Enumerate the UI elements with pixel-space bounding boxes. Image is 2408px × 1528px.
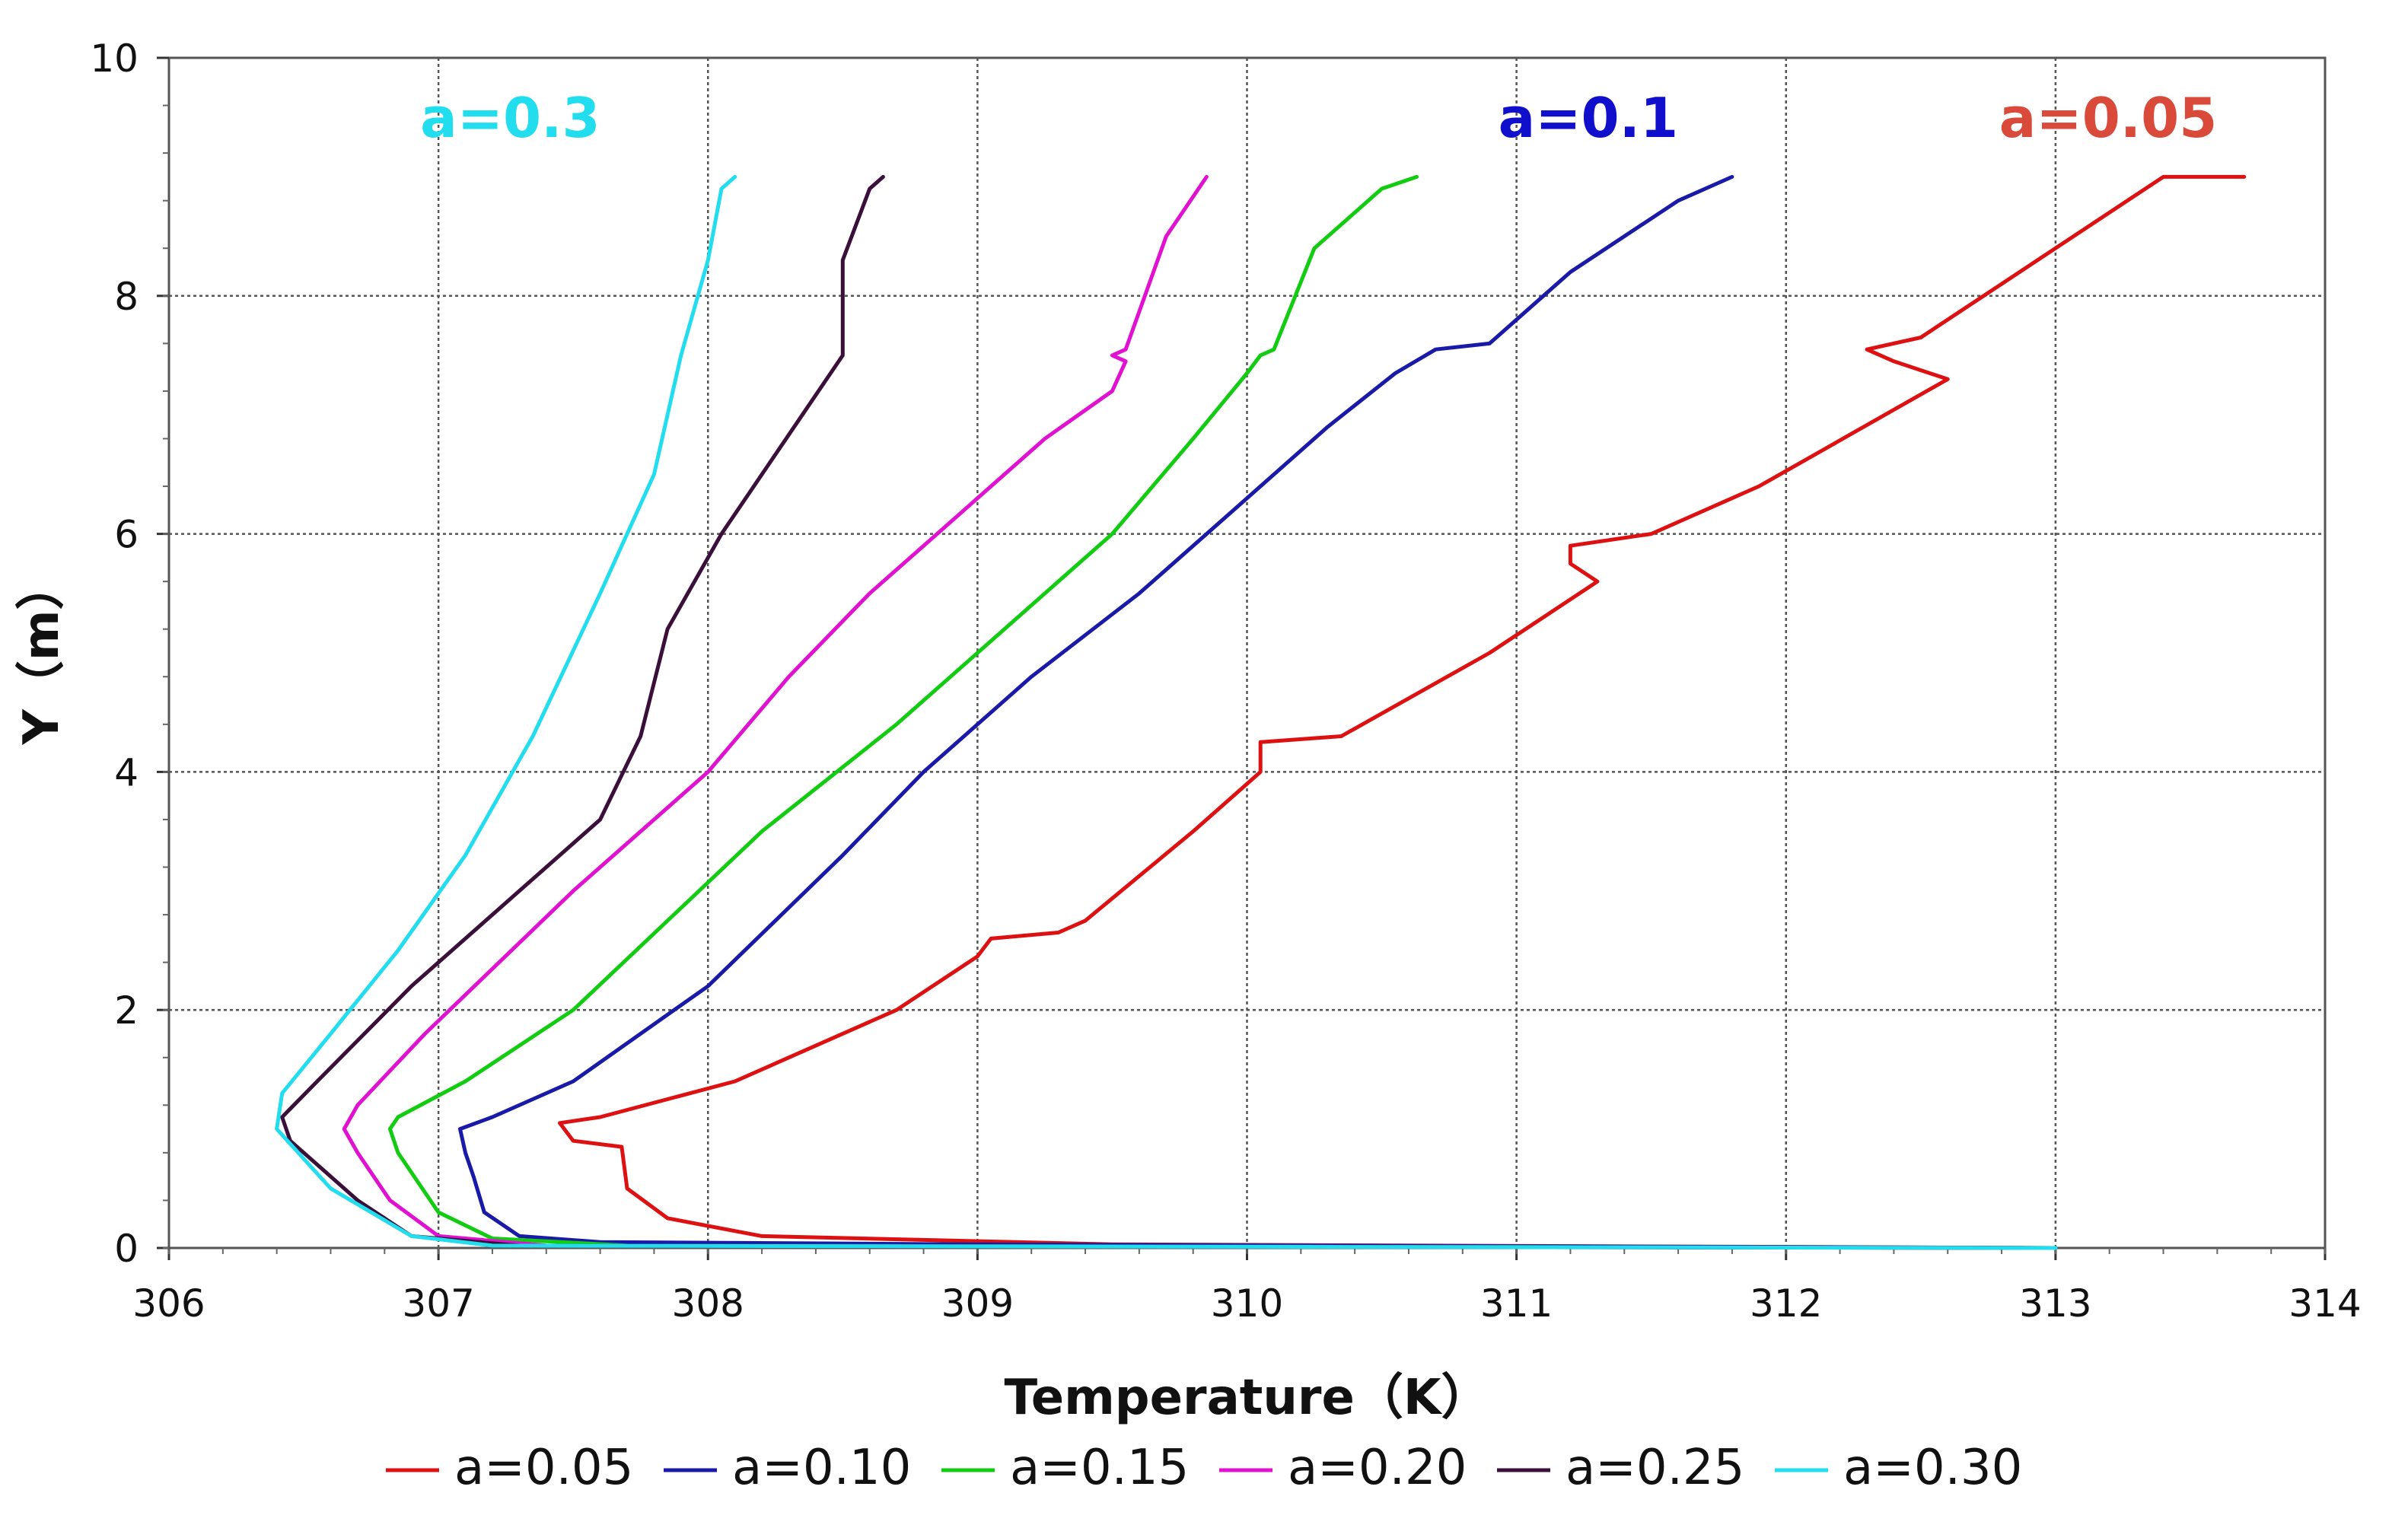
x-tick-label: 314 <box>2289 1281 2361 1326</box>
legend-label: a=0.15 <box>1010 1440 1189 1496</box>
legend-label: a=0.25 <box>1566 1440 1744 1496</box>
y-tick-label: 4 <box>114 750 139 794</box>
series-annotation: a=0.3 <box>420 86 600 150</box>
x-tick-label: 309 <box>941 1281 1014 1326</box>
y-tick-label: 6 <box>114 513 139 557</box>
x-axis-title: Temperature（K） <box>1005 1370 1490 1426</box>
y-axis-title: Y（m） <box>14 561 70 745</box>
x-tick-label: 308 <box>672 1281 744 1326</box>
x-tick-label: 313 <box>2019 1281 2091 1326</box>
x-tick-label: 312 <box>1750 1281 1822 1326</box>
x-tick-label: 311 <box>1480 1281 1553 1326</box>
x-tick-label: 310 <box>1211 1281 1283 1326</box>
axes: 306 307 308 309 310 311 312 313 314 0 2 4 6 8 10 <box>90 37 2361 1326</box>
series-line-a-0-10 <box>458 174 2058 1250</box>
y-tick-label: 10 <box>90 37 139 81</box>
series-line-a-0-15 <box>387 174 2058 1250</box>
x-tick-label: 307 <box>402 1281 474 1326</box>
y-tick-label: 2 <box>114 988 139 1033</box>
series-line-a-0-25 <box>280 174 2058 1250</box>
legend-label: a=0.20 <box>1288 1440 1467 1496</box>
legend-label: a=0.30 <box>1843 1440 2022 1496</box>
annotations: a=0.3 a=0.1 a=0.05 <box>420 86 2217 150</box>
series-group <box>275 174 2247 1250</box>
legend-label: a=0.05 <box>454 1440 633 1496</box>
series-line-a-0-20 <box>342 174 2058 1250</box>
y-tick-label: 0 <box>114 1227 139 1271</box>
legend: a=0.05 a=0.10 a=0.15 a=0.20 a=0.25 a=0.30 <box>386 1440 2022 1496</box>
grid <box>169 58 2325 1248</box>
series-annotation: a=0.05 <box>1999 86 2218 150</box>
series-line-a-0-05 <box>558 174 2247 1250</box>
series-annotation: a=0.1 <box>1499 86 1678 150</box>
x-tick-label: 306 <box>132 1281 205 1326</box>
series-line-a-0-30 <box>275 174 2058 1250</box>
y-tick-label: 8 <box>114 275 139 319</box>
legend-label: a=0.10 <box>732 1440 911 1496</box>
